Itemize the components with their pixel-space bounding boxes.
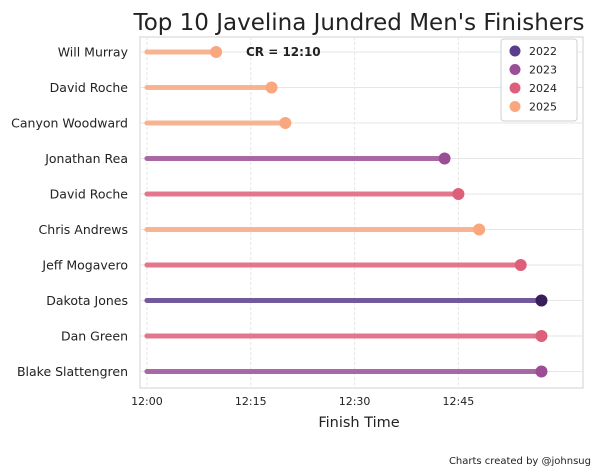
finish-point xyxy=(535,330,548,342)
runner-label: Dakota Jones xyxy=(46,293,128,308)
finish-point xyxy=(279,117,292,129)
runner-label: Blake Slattengren xyxy=(17,364,128,379)
legend-label: 2023 xyxy=(529,64,557,77)
course-record-annotation: CR = 12:10 xyxy=(246,45,321,59)
legend-marker xyxy=(509,45,521,57)
x-axis-label: Finish Time xyxy=(318,415,399,431)
legend: 2022 2023 2024 2025 xyxy=(500,38,578,122)
legend-label: 2024 xyxy=(529,82,557,95)
finish-point xyxy=(265,81,278,94)
legend-label: 2025 xyxy=(529,101,557,114)
rows: Will Murray David Roche Canyon Woodward Jon… xyxy=(11,45,548,379)
legend-box xyxy=(500,38,578,122)
x-tick-label: 12:00 xyxy=(131,395,163,408)
runner-label: Jonathan Rea xyxy=(44,151,128,166)
finish-point xyxy=(535,294,548,307)
runner-label: Jeff Mogavero xyxy=(41,258,128,273)
finish-point xyxy=(452,188,465,200)
legend-marker xyxy=(509,82,521,94)
finish-point xyxy=(473,223,486,236)
runner-label: Will Murray xyxy=(58,45,129,60)
runner-label: Chris Andrews xyxy=(39,222,128,237)
x-tick-label: 12:15 xyxy=(235,395,267,408)
runner-label: Canyon Woodward xyxy=(11,116,128,131)
chart-credit: Charts created by @johnsug xyxy=(449,456,591,467)
x-tick-label: 12:45 xyxy=(443,395,475,408)
runner-label: David Roche xyxy=(50,80,129,95)
finish-point xyxy=(210,46,223,58)
chart-title: Top 10 Javelina Jundred Men's Finishers xyxy=(133,10,585,36)
legend-marker xyxy=(509,101,521,112)
finish-point xyxy=(535,365,548,378)
runner-label: David Roche xyxy=(50,187,129,202)
x-tick-label: 12:30 xyxy=(339,395,371,408)
x-ticks: 12:00 12:15 12:30 12:45 xyxy=(131,395,474,408)
legend-marker xyxy=(509,64,521,75)
runner-label: Dan Green xyxy=(61,329,128,344)
legend-label: 2022 xyxy=(529,45,557,58)
finish-point xyxy=(438,152,451,165)
finish-point xyxy=(514,259,527,271)
